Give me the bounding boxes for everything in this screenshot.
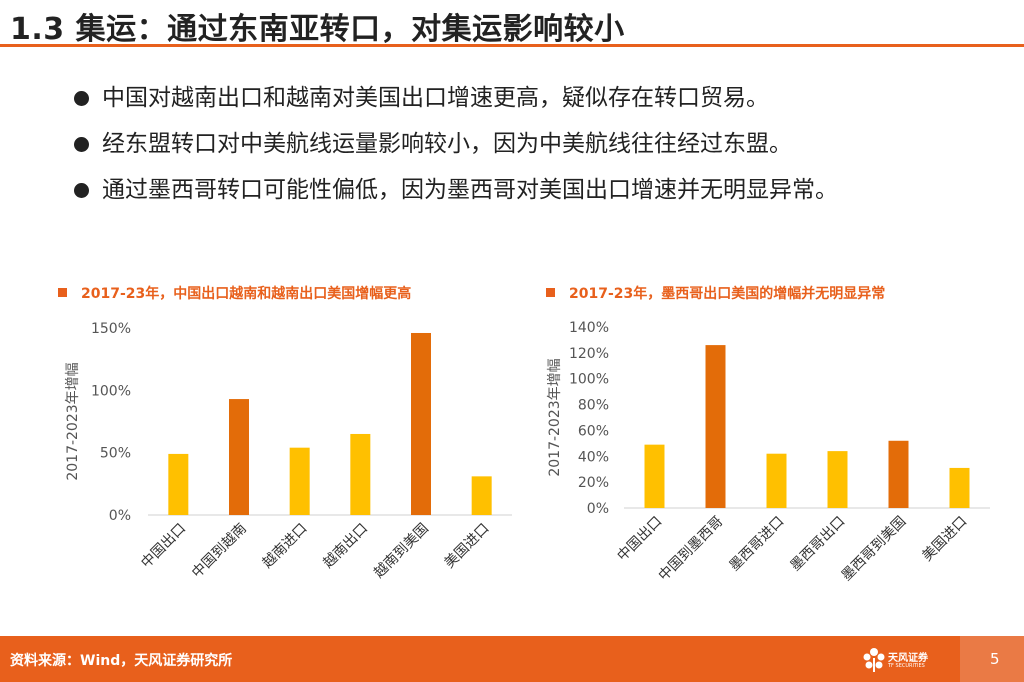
logo-subtext: TF SECURITIES — [888, 663, 925, 669]
logo-name: 天风证券 — [888, 653, 928, 664]
company-logo: 天风证券 TF SECURITIES — [862, 644, 946, 676]
bullet-dot-icon — [74, 183, 89, 198]
y-tick-label: 40% — [578, 449, 609, 465]
mexico-bar-chart: 2017-2023年增幅 0% 20% 40% 60% 80% 100% 120% 140% 中国… — [547, 320, 990, 585]
page-number: 5 — [990, 650, 1000, 668]
y-tick-label: 80% — [578, 398, 609, 414]
bullet-text: 经东盟转口对中美航线运量影响较小，因为中美航线往往经过东盟。 — [102, 131, 792, 157]
mexico-chart: 2017-23年，墨西哥出口美国的增幅并无明显异常 2017-2023年增幅 0%… — [546, 283, 990, 585]
bar — [827, 451, 848, 508]
chart-title: 2017-23年，墨西哥出口美国的增幅并无明显异常 — [546, 283, 885, 303]
page-title: 1.3 集运：通过东南亚转口，对集运影响较小 — [10, 12, 625, 47]
bar — [229, 399, 249, 515]
y-tick-label: 20% — [578, 475, 609, 491]
y-tick-label: 140% — [569, 320, 609, 336]
y-tick-label: 50% — [100, 446, 131, 462]
flower-logo-icon — [863, 648, 885, 672]
legend-square-icon — [546, 288, 555, 297]
title-divider — [0, 44, 1024, 47]
vietnam-chart: 2017-23年，中国出口越南和越南出口美国增幅更高 2017-2023年增幅 0… — [0, 0, 512, 636]
bar — [168, 453, 189, 515]
footer-bar: 资料来源：Wind，天风证券研究所 天风证券 TF SECURITIES 5 — [0, 636, 1024, 682]
bar — [289, 447, 310, 515]
bullet-item: 经东盟转口对中美航线运量影响较小，因为中美航线往往经过东盟。 — [72, 126, 838, 172]
page-number-box — [960, 636, 1024, 682]
bar — [471, 476, 492, 515]
x-tick-label: 墨西哥到美国 — [839, 514, 910, 585]
bullet-item: 中国对越南出口和越南对美国出口增速更高，疑似存在转口贸易。 — [72, 80, 838, 126]
bar — [888, 440, 909, 508]
x-tick-label: 美国进口 — [919, 514, 970, 565]
chart-title-text: 2017-23年，墨西哥出口美国的增幅并无明显异常 — [569, 286, 886, 302]
x-tick-label: 中国出口 — [614, 514, 665, 565]
source-note: 资料来源：Wind，天风证券研究所 — [10, 653, 233, 669]
y-axis-label: 2017-2023年增幅 — [65, 362, 81, 480]
y-tick-label: 0% — [109, 508, 131, 524]
bar — [766, 453, 787, 508]
y-tick-label: 100% — [569, 372, 609, 388]
bullet-item: 通过墨西哥转口可能性偏低，因为墨西哥对美国出口增速并无明显异常。 — [72, 172, 838, 218]
y-tick-label: 150% — [91, 321, 131, 337]
chart-title-text: 2017-23年，中国出口越南和越南出口美国增幅更高 — [81, 286, 412, 302]
bullet-dot-icon — [74, 137, 89, 152]
y-tick-label: 120% — [569, 346, 609, 362]
y-axis-label: 2017-2023年增幅 — [547, 358, 563, 476]
chart-title: 2017-23年，中国出口越南和越南出口美国增幅更高 — [58, 283, 411, 303]
x-tick-label: 墨西哥出口 — [788, 514, 849, 575]
y-tick-label: 0% — [587, 501, 609, 517]
bullet-text: 通过墨西哥转口可能性偏低，因为墨西哥对美国出口增速并无明显异常。 — [102, 177, 838, 203]
bar — [644, 444, 665, 508]
bar — [705, 345, 726, 508]
x-tick-label: 中国到墨西哥 — [656, 514, 727, 585]
y-tick-label: 60% — [578, 423, 609, 439]
x-tick-label: 墨西哥进口 — [727, 514, 788, 575]
y-tick-label: 100% — [91, 383, 131, 399]
bar — [949, 467, 970, 508]
bar — [411, 332, 431, 515]
legend-square-icon — [58, 288, 67, 297]
bullet-list: 中国对越南出口和越南对美国出口增速更高，疑似存在转口贸易。 经东盟转口对中美航线… — [72, 80, 838, 218]
bar — [350, 433, 371, 515]
bullet-text: 中国对越南出口和越南对美国出口增速更高，疑似存在转口贸易。 — [102, 85, 769, 111]
bullet-dot-icon — [74, 91, 89, 106]
